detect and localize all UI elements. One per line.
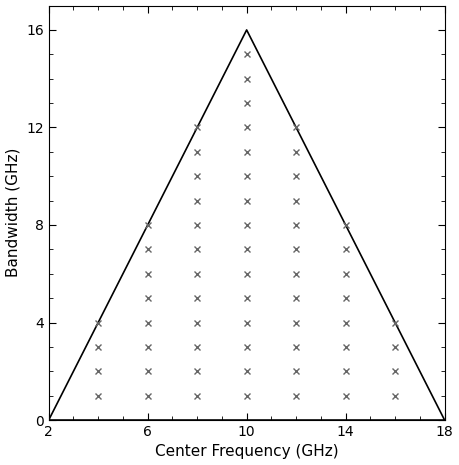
Y-axis label: Bandwidth (GHz): Bandwidth (GHz) [6, 148, 21, 278]
X-axis label: Center Frequency (GHz): Center Frequency (GHz) [155, 445, 338, 459]
